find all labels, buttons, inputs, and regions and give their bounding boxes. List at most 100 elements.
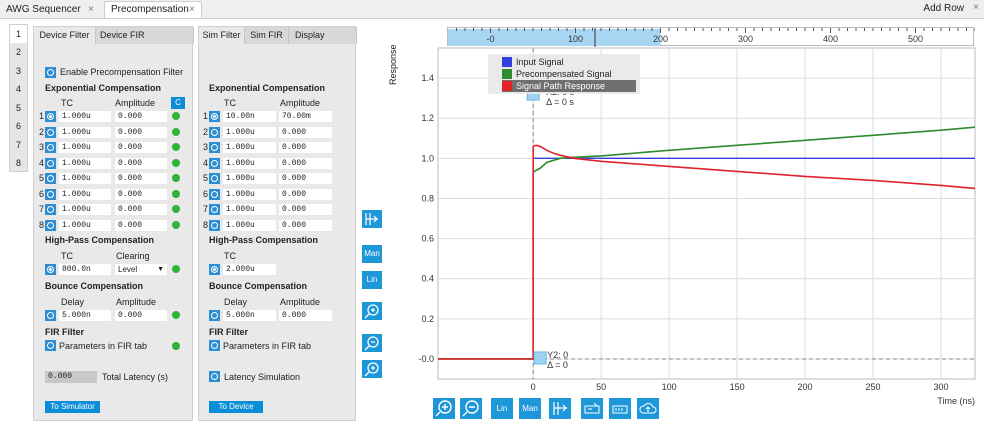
tc-field[interactable]: 1.000u — [223, 142, 276, 153]
row-toggle[interactable] — [45, 173, 56, 184]
zoom-fit-icon[interactable] — [362, 302, 382, 320]
tab-device-filter[interactable]: Device Filter — [34, 27, 96, 44]
tc-field[interactable]: 1.000u — [59, 173, 111, 184]
close-icon[interactable]: × — [973, 2, 979, 13]
row-toggle[interactable] — [209, 219, 220, 231]
tc-field[interactable]: 1.000u — [223, 204, 276, 215]
cloud-save-icon[interactable] — [637, 398, 659, 419]
zoom-in-icon[interactable] — [362, 360, 382, 378]
delay-field[interactable]: 5.000n — [59, 310, 111, 321]
tc-field[interactable]: 1.000u — [59, 157, 111, 169]
fir-toggle[interactable] — [209, 340, 220, 351]
lin-button[interactable]: Lin — [491, 398, 513, 419]
c-button[interactable]: C — [171, 97, 185, 109]
amplitude-field[interactable]: 0.000 — [115, 204, 167, 215]
amplitude-field[interactable]: 70.00m — [279, 111, 332, 122]
row-toggle[interactable] — [209, 126, 220, 138]
row-number[interactable]: 7 — [15, 140, 21, 150]
zoom-out-icon[interactable] — [362, 334, 382, 352]
amplitude-field[interactable]: 0.000 — [115, 157, 167, 169]
amplitude-field[interactable]: 0.000 — [115, 173, 167, 184]
tc-field[interactable]: 1.000u — [59, 188, 111, 200]
hp-clearing-select[interactable]: Level ▼ — [115, 264, 167, 275]
bounce-amplitude-field[interactable]: 0.000 — [115, 310, 167, 321]
row-number[interactable]: 4 — [15, 84, 21, 94]
row-toggle[interactable] — [209, 157, 220, 169]
hp-tc-field[interactable]: 800.0n — [59, 264, 111, 275]
tab-display[interactable]: Display — [289, 27, 357, 44]
row-toggle[interactable] — [209, 142, 220, 153]
zoom-in-icon[interactable] — [433, 398, 455, 419]
amplitude-field[interactable]: 0.000 — [115, 219, 167, 231]
row-toggle[interactable] — [209, 188, 220, 200]
delay-field[interactable]: 5.000n — [223, 310, 276, 321]
row-number[interactable]: 2 — [15, 47, 21, 57]
row-number[interactable]: 3 — [15, 66, 21, 76]
row-toggle[interactable] — [45, 126, 56, 138]
row-number[interactable]: 8 — [15, 158, 21, 168]
tab-sim-fir[interactable]: Sim FIR — [245, 27, 289, 44]
amplitude-field[interactable]: 0.000 — [279, 173, 332, 184]
amplitude-field[interactable]: 0.000 — [279, 188, 332, 200]
tab-sim-filter[interactable]: Sim Filter — [199, 27, 245, 44]
man-button[interactable]: Man — [362, 245, 382, 263]
tc-field[interactable]: 1.000u — [59, 219, 111, 231]
man-button[interactable]: Man — [519, 398, 541, 419]
bounce-amplitude-field[interactable]: 0.000 — [279, 310, 332, 321]
tc-field[interactable]: 1.000u — [223, 126, 276, 138]
bounce-toggle[interactable] — [209, 310, 220, 321]
to-device-button[interactable]: To Device — [209, 401, 263, 413]
tc-field[interactable]: 1.000u — [223, 157, 276, 169]
row-number[interactable]: 6 — [15, 121, 21, 131]
row-toggle[interactable] — [45, 204, 56, 215]
tc-field[interactable]: 1.000u — [59, 111, 111, 122]
tab-precompensation[interactable]: Precompensation × — [104, 1, 202, 18]
fit-icon[interactable] — [362, 210, 382, 228]
lin-button[interactable]: Lin — [362, 271, 382, 289]
hp-toggle[interactable] — [45, 264, 56, 275]
amplitude-field[interactable]: 0.000 — [115, 188, 167, 200]
tc-field[interactable]: 1.000u — [59, 204, 111, 215]
amplitude-field[interactable]: 0.000 — [279, 219, 332, 231]
tab-device-fir[interactable]: Device FIR — [96, 27, 194, 44]
overview-axis[interactable]: -0 100 200 300 400 500 — [447, 27, 976, 47]
hp-tc-field[interactable]: 2.000u — [223, 264, 276, 275]
to-simulator-button[interactable]: To Simulator — [45, 401, 100, 413]
zoom-out-icon[interactable] — [460, 398, 482, 419]
fir-toggle[interactable] — [45, 340, 56, 351]
bounce-toggle[interactable] — [45, 310, 56, 321]
row-toggle[interactable] — [209, 111, 220, 122]
tc-field[interactable]: 1.000u — [59, 142, 111, 153]
enable-precomp-toggle[interactable] — [45, 67, 56, 78]
amplitude-field[interactable]: 0.000 — [115, 142, 167, 153]
amplitude-field[interactable]: 0.000 — [279, 126, 332, 138]
response-chart[interactable]: 0 50 100 150 200 250 300 -0.0 0.2 0.4 0.6 0.8 1.0 1.2… — [400, 46, 980, 411]
row-number[interactable]: 1 — [10, 25, 27, 43]
row-toggle[interactable] — [45, 111, 56, 122]
amplitude-field[interactable]: 0.000 — [279, 142, 332, 153]
row-toggle[interactable] — [45, 142, 56, 153]
math-icon[interactable] — [609, 398, 631, 419]
tab-awg-sequencer[interactable]: AWG Sequencer × — [0, 2, 102, 19]
hp-toggle[interactable] — [209, 264, 220, 275]
tc-field[interactable]: 1.000u — [59, 126, 111, 138]
row-toggle[interactable] — [45, 188, 56, 200]
cursor-icon[interactable] — [581, 398, 603, 419]
amplitude-field[interactable]: 0.000 — [279, 204, 332, 215]
amplitude-field[interactable]: 0.000 — [115, 111, 167, 122]
latency-sim-toggle[interactable] — [209, 371, 220, 382]
row-toggle[interactable] — [209, 204, 220, 215]
tc-field[interactable]: 1.000u — [223, 188, 276, 200]
row-toggle[interactable] — [45, 219, 56, 231]
row-number[interactable]: 5 — [15, 103, 21, 113]
tc-field[interactable]: 1.000u — [223, 173, 276, 184]
row-toggle[interactable] — [45, 157, 56, 169]
close-icon[interactable]: × — [88, 4, 94, 15]
row-toggle[interactable] — [209, 173, 220, 184]
tc-field[interactable]: 10.00n — [223, 111, 276, 122]
fit-icon[interactable] — [549, 398, 571, 419]
amplitude-field[interactable]: 0.000 — [115, 126, 167, 138]
add-row-button[interactable]: Add Row — [923, 3, 964, 14]
amplitude-field[interactable]: 0.000 — [279, 157, 332, 169]
tc-field[interactable]: 1.000u — [223, 219, 276, 231]
